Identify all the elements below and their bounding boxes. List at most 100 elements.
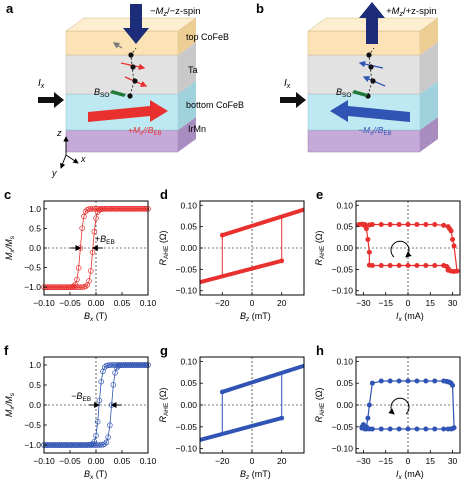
xtick-label-2-e: 0 [406,298,411,308]
data-point-down-22-c [79,225,85,231]
ytick-label-3-d: 0.05 [180,222,197,232]
data-point-down-41-f [112,362,118,368]
annotation-label-c: +BEB [95,234,115,246]
ytick-label-3-e: 0.05 [336,222,353,232]
layer-label-ta: Ta [188,65,198,75]
data-point-up-29-c [91,228,98,235]
data-point-down-56-f [138,362,144,368]
xtick-label-0-c: −0.10 [33,298,55,308]
data-point-up-22-c [79,284,85,290]
electron-b-3 [366,52,372,58]
ytick-label-2-h: 0.00 [336,400,353,410]
xtick-label-4-h: 30 [448,456,458,466]
data-point-down-14-f [65,442,72,448]
electron-b-1 [368,64,374,70]
data-point-down-54-f [134,362,141,368]
ytick-label-0-f: −1.0 [24,440,41,450]
data-point-down-1-c [42,284,49,290]
data-point-down-33-f [98,378,104,385]
data-point-35-e [365,236,371,242]
data-point-5-e [378,222,384,227]
data-point-38-e [359,222,365,227]
data-point-down-30-c [93,206,99,212]
data-point-down-46-f [120,362,127,368]
data-point-down-10-c [58,284,65,290]
marker-0-g [219,389,225,395]
data-point-23-h [432,426,438,432]
data-point-30-e [387,263,393,269]
current-arrow-a [38,92,64,108]
layer-bottom-cofeb-side [178,81,196,130]
upper-branch-d [221,207,305,238]
ylabel-g: RAHE (Ω) [158,387,170,422]
data-point-down-15-c [67,284,73,290]
spin-flux-3 [112,42,123,49]
data-point-down-11-c [60,284,66,290]
ytick-label-1-g: −0.05 [175,422,197,432]
spin-up-arrow [359,2,385,44]
data-point-down-42-f [114,362,120,368]
xtick-label-2-g: 20 [277,456,287,466]
data-point-down-38-c [107,206,113,212]
data-point-26-h [405,426,411,432]
data-point-down-45-f [119,362,125,368]
data-point-down-44-f [117,362,124,368]
data-point-down-31-f [94,418,101,425]
marker-1-g [279,415,285,421]
ytick-label-4-h: 0.10 [336,356,353,366]
ytick-label-2-c: 0.0 [29,243,41,253]
data-point-up-37-f [105,434,111,440]
xtick-label-2-f: 0.00 [88,456,105,466]
data-point-6-h [387,378,393,384]
data-point-down-31-c [94,206,101,212]
data-point-down-48-c [124,206,130,212]
data-point-up-19-c [74,284,80,290]
electron-b-2 [370,78,376,84]
data-point-down-47-f [122,362,129,368]
data-point-9-h [414,378,420,384]
chart-c: c +BEB −0.10 −0.05 0.00 0.05 0.10 −1.0 −0.5 0.0 0.… [4,187,157,323]
ylabel-h: RAHE (Ω) [314,387,326,422]
data-point-11-h [432,378,438,384]
electron-1 [130,64,136,70]
data-point-down-20-c [75,265,82,271]
bso-arrow-b [352,90,368,97]
data-point-8-e [405,222,411,227]
data-point-up-26-c [86,278,92,284]
ytick-label-4-d: 0.10 [180,200,197,210]
data-point-up-24-c [82,283,89,290]
data-point-down-15-f [67,442,73,448]
bottom-magnetization-arrow-b [330,100,410,122]
chart-d: d −20 0 20 −0.10 −0.05 0.00 0.05 0.10 Bz (mT) RAHE… [158,187,305,323]
data-point-down-37-c [105,206,111,212]
bso-arrow-a [110,90,126,97]
spin-label-a: −Mz/−z-spin [150,6,201,18]
current-label-a: Ix [38,78,45,90]
xtick-label-4-e: 30 [448,298,458,308]
xtick-label-4-f: 0.10 [140,456,157,466]
xtick-label-3-h: 15 [426,456,436,466]
data-point-down-23-c [81,213,87,220]
layer-top-cofeb-side [178,18,196,55]
data-point-down-39-f [108,362,115,368]
chart-e: e −30 −15 0 15 30 −0.10 −0.05 0.00 0.05 0.10 Ix (mA… [314,187,461,323]
data-point-up-33-f [98,442,104,448]
data-point-down-35-c [101,206,108,212]
data-point-31-e [378,263,384,269]
xtick-label-1-c: −0.05 [59,298,81,308]
data-point-5-h [378,378,384,384]
data-point-4-h [369,380,375,386]
ytick-label-1-d: −0.05 [175,264,197,274]
data-point-17-h [450,382,456,388]
layer-irmn-side-b [420,117,438,152]
data-point-17-e [451,243,457,249]
xtick-label-1-f: −0.05 [59,456,81,466]
ytick-label-1-h: −0.05 [331,422,353,432]
data-point-34-e [366,249,372,255]
xlabel-g: Bz (mT) [240,469,271,481]
data-point-down-32-c [96,206,103,212]
data-point-down-43-f [115,362,122,368]
data-point-12-e [441,222,447,228]
layer-top-cofeb-side-b [420,18,438,55]
